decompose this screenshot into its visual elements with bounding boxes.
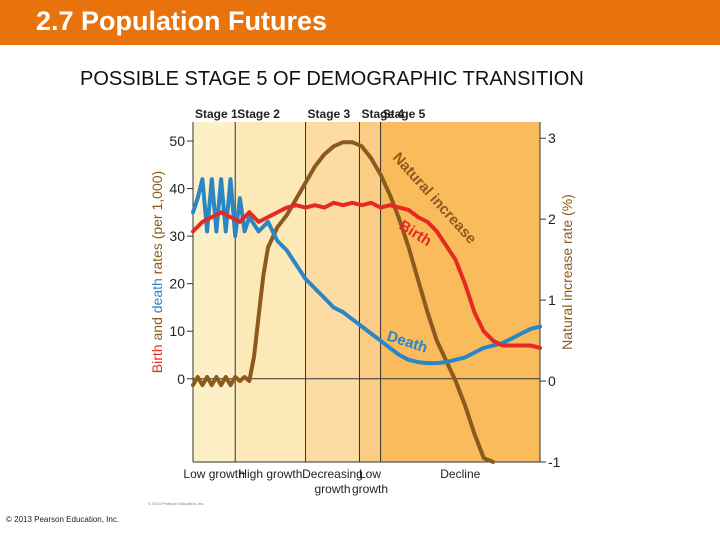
header-bar: [0, 0, 720, 45]
death-rate-line: [191, 177, 542, 366]
stage-label: Stage 2: [237, 107, 280, 121]
growth-label: growth: [314, 482, 350, 496]
left-tick-label: 30: [169, 228, 185, 244]
right-tick-label: 1: [548, 292, 556, 308]
left-tick-label: 50: [169, 133, 185, 149]
stage-label: Stage 4: [361, 107, 404, 121]
growth-label: Low growth: [183, 467, 244, 481]
right-tick-label: 3: [548, 130, 556, 146]
growth-label: Low: [359, 467, 381, 481]
growth-label: Decreasing: [302, 467, 363, 481]
left-tick-label: 10: [169, 323, 185, 339]
stage-label: Stage 3: [308, 107, 351, 121]
stage-label: Stage 1: [195, 107, 238, 121]
stage-label: Stage 5: [383, 107, 426, 121]
growth-label: High growth: [238, 467, 302, 481]
stage-band-1: [193, 122, 236, 462]
left-axis-title-part: death: [149, 278, 165, 313]
stage-band-2: [235, 122, 306, 462]
left-axis-title: Birth and death rates (per 1,000): [149, 171, 165, 373]
left-axis-title-part: and: [149, 313, 165, 344]
stage-band-5: [380, 122, 540, 462]
growth-label: growth: [352, 482, 388, 496]
stage-band-3: [305, 122, 360, 462]
growth-label: Decline: [440, 467, 480, 481]
left-axis-title-part: rates (per 1,000): [149, 171, 165, 278]
right-tick-label: 0: [548, 373, 556, 389]
copyright-text: © 2013 Pearson Education, Inc.: [6, 515, 120, 524]
slide-title: 2.7 Population Futures: [36, 6, 328, 36]
right-axis-title: Natural increase rate (%): [559, 194, 575, 350]
left-tick-label: 40: [169, 181, 185, 197]
natural-increase-line: [191, 140, 496, 464]
chart-credit: © 2013 Pearson Education, Inc.: [148, 501, 205, 506]
birth-rate-line: [191, 200, 542, 350]
right-tick-label: 2: [548, 211, 556, 227]
left-axis-title-part: Birth: [149, 344, 165, 373]
left-tick-label: 20: [169, 276, 185, 292]
right-tick-label: -1: [548, 454, 561, 470]
left-tick-label: 0: [177, 371, 185, 387]
chart-heading: POSSIBLE STAGE 5 OF DEMOGRAPHIC TRANSITI…: [80, 68, 584, 90]
